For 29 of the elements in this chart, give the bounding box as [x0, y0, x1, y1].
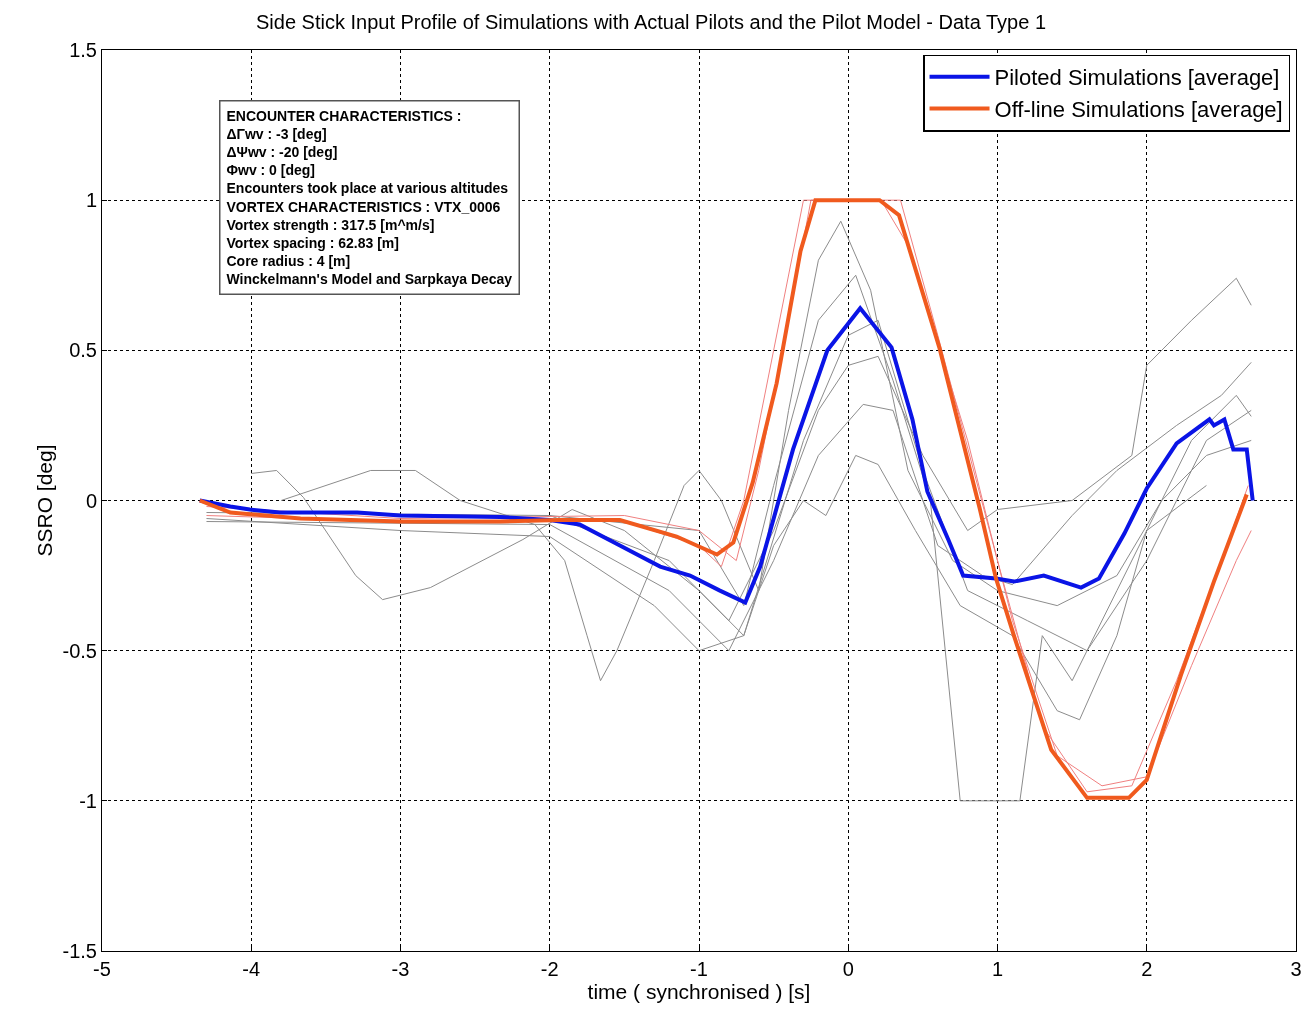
- annotation: VORTEX CHARACTERISTICS : VTX_0006: [226, 198, 501, 215]
- annotation: Vortex strength : 317.5 [m^m/s]: [226, 216, 435, 233]
- x-tick-label: -4: [242, 958, 261, 980]
- legend-label: Piloted Simulations [average]: [994, 65, 1280, 91]
- y-tick-label: -1: [79, 789, 97, 812]
- y-tick-label: 1: [85, 189, 97, 212]
- annotation: Φwv : 0 [deg]: [226, 162, 315, 179]
- x-tick-label: -1: [690, 958, 708, 980]
- chart-title: Side Stick Input Profile of Simulations with Actual Pilots and the Pilot Model - Data Type 1: [255, 11, 1047, 34]
- y-tick-label: 0.5: [69, 339, 97, 362]
- annotation: Winckelmann's Model and Sarpkaya Decay: [226, 271, 513, 288]
- y-tick-label: -0.5: [62, 639, 97, 662]
- y-axis-title: SSRO [deg]: [32, 444, 56, 557]
- x-tick-label: 1: [991, 958, 1004, 980]
- y-tick-label: 1.5: [69, 39, 97, 61]
- x-tick-label: -2: [540, 958, 559, 980]
- annotation: ΔΓwv : -3 [deg]: [226, 125, 327, 142]
- y-tick-label: 0: [85, 489, 97, 512]
- annotation: Core radius : 4 [m]: [226, 253, 351, 270]
- x-tick-label: -3: [391, 958, 410, 980]
- x-tick-label: 0: [842, 958, 854, 980]
- annotation: ΔΨwv : -20 [deg]: [226, 143, 338, 160]
- annotation: Vortex spacing : 62.83 [m]: [226, 234, 399, 251]
- x-tick-label: 2: [1141, 958, 1153, 980]
- annotation: ENCOUNTER CHARACTERISTICS :: [226, 107, 462, 124]
- x-tick-label: 3: [1290, 958, 1302, 980]
- legend-label: Off-line Simulations [average]: [994, 96, 1283, 122]
- x-axis-title: time ( synchronised ) [s]: [587, 980, 811, 1003]
- annotation: Encounters took place at various altitudes: [226, 180, 509, 197]
